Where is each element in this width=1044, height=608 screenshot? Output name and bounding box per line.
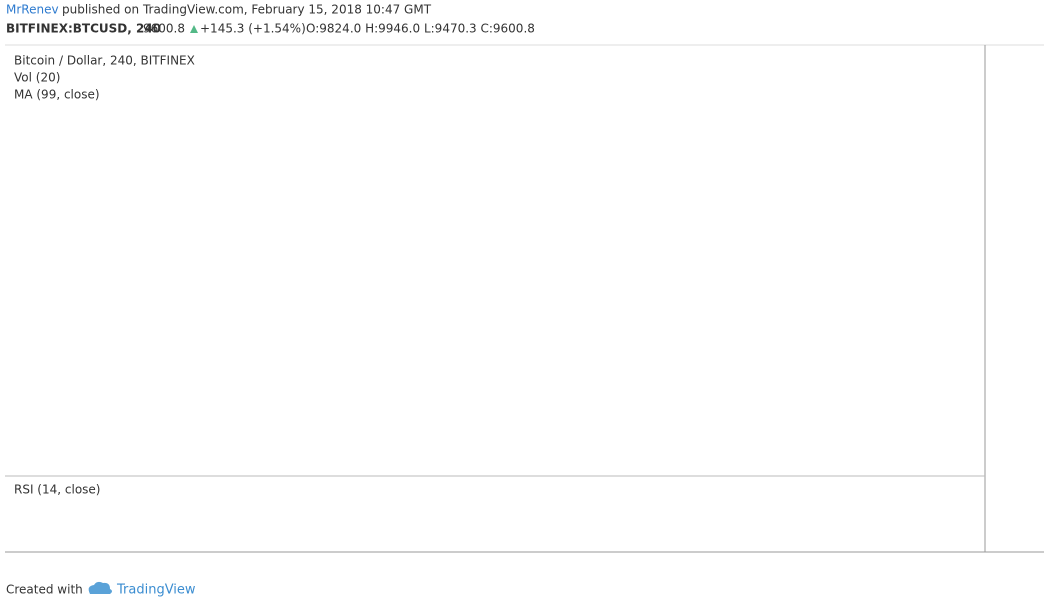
- legend-ma: MA (99, close): [14, 88, 100, 102]
- author[interactable]: MrRenev: [6, 3, 59, 17]
- footer-created: Created with: [6, 583, 83, 597]
- up-arrow: [190, 25, 198, 33]
- tv-logo: [88, 581, 112, 594]
- change: +145.3 (+1.54%): [200, 22, 306, 36]
- footer-brand[interactable]: TradingView: [116, 583, 196, 598]
- last: 9600.8: [143, 22, 185, 36]
- ohlc: O:9824.0 H:9946.0 L:9470.3 C:9600.8: [306, 22, 535, 36]
- legend-title: Bitcoin / Dollar, 240, BITFINEX: [14, 54, 195, 68]
- rsi-title: RSI (14, close): [14, 483, 100, 497]
- symbol: BITFINEX:BTCUSD, 240: [6, 22, 161, 36]
- legend-vol: Vol (20): [14, 71, 60, 85]
- published: published on TradingView.com, February 1…: [62, 3, 432, 17]
